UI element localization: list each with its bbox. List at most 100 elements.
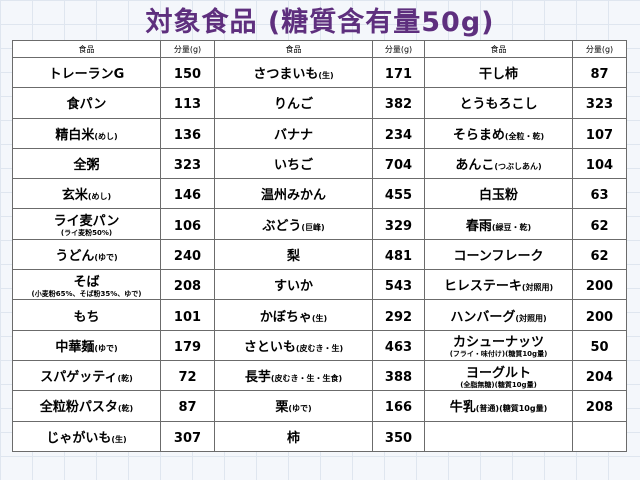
food-name: ライ麦パン: [53, 214, 120, 230]
food-name: 白玉粉: [478, 188, 518, 204]
amount-value: 104: [585, 158, 614, 174]
food-name: あんこ: [455, 158, 495, 174]
amount-value: 87: [178, 400, 197, 416]
empty-cell: [424, 420, 573, 452]
amount-value: 307: [173, 430, 202, 446]
amount-value: 455: [384, 188, 413, 204]
food-name-cell: ライ麦パン (ライ麦粉50%): [12, 208, 161, 240]
amount-cell: 146: [160, 178, 215, 210]
amount-value: 388: [384, 370, 413, 386]
amount-cell: 104: [572, 147, 627, 180]
amount-value: 323: [173, 158, 202, 174]
amount-value: 50: [590, 339, 609, 355]
amount-value: 62: [590, 248, 609, 264]
food-note: (対照用): [515, 313, 547, 323]
food-name: 春雨: [465, 218, 492, 234]
amount-value: 350: [384, 430, 413, 446]
food-name: バナナ: [273, 127, 313, 143]
food-name-cell: さつまいも(生): [214, 56, 373, 89]
food-name: 全粒粉パスタ: [39, 400, 118, 416]
food-note: (生): [318, 71, 334, 81]
food-name: いちご: [273, 158, 313, 174]
food-name-cell: ヒレステーキ(対照用): [424, 269, 573, 301]
amount-cell: 87: [160, 390, 215, 422]
amount-cell: 388: [372, 359, 425, 392]
food-name-cell: 中華麺(ゆで): [12, 329, 161, 361]
table-row: 食パン 113 りんご 382 とうもろこし 323: [12, 87, 627, 119]
food-name-cell: とうもろこし: [424, 87, 573, 119]
table-row: スパゲッティ(乾) 72 長芋(皮むき・生・生食) 388 ヨーグルト (全脂無糖)(糖質…: [12, 359, 627, 392]
amount-value: 150: [173, 67, 202, 83]
food-note: (めし): [87, 192, 112, 202]
amount-cell: 329: [372, 208, 425, 240]
amount-value: 234: [384, 127, 413, 143]
food-name-cell: そらまめ(全粒・乾): [424, 117, 573, 149]
amount-cell: 62: [572, 238, 627, 271]
amount-cell: 106: [160, 208, 215, 240]
amount-value: 179: [173, 339, 202, 355]
food-name-cell: 春雨(緑豆・乾): [424, 208, 573, 240]
amount-cell: 204: [572, 359, 627, 392]
amount-value: 704: [384, 158, 413, 174]
food-name: 柿: [286, 430, 300, 446]
amount-value: 481: [384, 248, 413, 264]
food-name-cell: いちご: [214, 147, 373, 180]
food-name-cell: 白玉粉: [424, 178, 573, 210]
amount-cell: 50: [572, 329, 627, 361]
food-name: そば: [73, 274, 100, 290]
amount-cell: 292: [372, 299, 425, 331]
food-name-cell: 長芋(皮むき・生・生食): [214, 359, 373, 392]
amount-cell: 87: [572, 56, 627, 89]
amount-value: 543: [384, 279, 413, 295]
food-name-cell: 玄米(めし): [12, 178, 161, 210]
table-row: 精白米(めし) 136 バナナ 234 そらまめ(全粒・乾) 107: [12, 117, 627, 149]
amount-value: 382: [384, 97, 413, 113]
food-name: 牛乳: [449, 400, 476, 416]
food-name-cell: ぶどう(巨峰): [214, 208, 373, 240]
food-name: さつまいも: [253, 67, 319, 83]
amount-cell: 72: [160, 359, 215, 392]
table-row: 玄米(めし) 146 温州みかん 455 白玉粉 63: [12, 178, 627, 210]
table-row: 全粥 323 いちご 704 あんこ(つぶしあん) 104: [12, 147, 627, 180]
food-name-cell: あんこ(つぶしあん): [424, 147, 573, 180]
table-row: ライ麦パン (ライ麦粉50%) 106 ぶどう(巨峰) 329 春雨(緑豆・乾) 62: [12, 208, 627, 240]
table-row: トレーランG 150 さつまいも(生) 171 干し柿 87: [12, 56, 627, 89]
amount-value: 329: [384, 218, 413, 234]
food-name-cell: トレーランG: [12, 56, 161, 89]
amount-cell: 101: [160, 299, 215, 331]
food-name-cell: バナナ: [214, 117, 373, 149]
amount-cell: 208: [572, 390, 627, 422]
amount-value: 204: [585, 370, 614, 386]
amount-value: 62: [590, 218, 609, 234]
food-name: 温州みかん: [260, 188, 326, 204]
food-name: 長芋: [244, 370, 271, 386]
food-name-cell: 全粥: [12, 147, 161, 180]
amount-cell: 323: [160, 147, 215, 180]
amount-value: 113: [173, 97, 202, 113]
amount-cell: 543: [372, 269, 425, 301]
food-name: カシューナッツ: [452, 335, 544, 351]
food-name-cell: ハンバーグ(対照用): [424, 299, 573, 331]
table-row: もち 101 かぼちゃ(生) 292 ハンバーグ(対照用) 200: [12, 299, 627, 331]
food-note: (皮むき・生): [295, 343, 344, 353]
amount-cell: 150: [160, 56, 215, 89]
amount-value: 87: [590, 67, 609, 83]
food-name-cell: 梨: [214, 238, 373, 271]
food-name: うどん: [55, 248, 95, 264]
amount-value: 63: [590, 188, 609, 204]
amount-cell: 704: [372, 147, 425, 180]
food-name: すいか: [273, 279, 313, 295]
food-name-cell: かぼちゃ(生): [214, 299, 373, 331]
amount-value: 72: [178, 370, 197, 386]
food-name-cell: 精白米(めし): [12, 117, 161, 149]
table-row: じゃがいも(生) 307 柿 350: [12, 420, 627, 452]
food-name: じゃがいも: [46, 430, 112, 446]
amount-value: 101: [173, 309, 202, 325]
food-note: (乾): [117, 404, 134, 414]
amount-cell: 200: [572, 299, 627, 331]
food-note: (ゆで): [94, 343, 118, 353]
amount-cell: 455: [372, 178, 425, 210]
food-name-cell: うどん(ゆで): [12, 238, 161, 271]
food-note: (対照用): [521, 283, 554, 293]
amount-cell: 113: [160, 87, 215, 119]
